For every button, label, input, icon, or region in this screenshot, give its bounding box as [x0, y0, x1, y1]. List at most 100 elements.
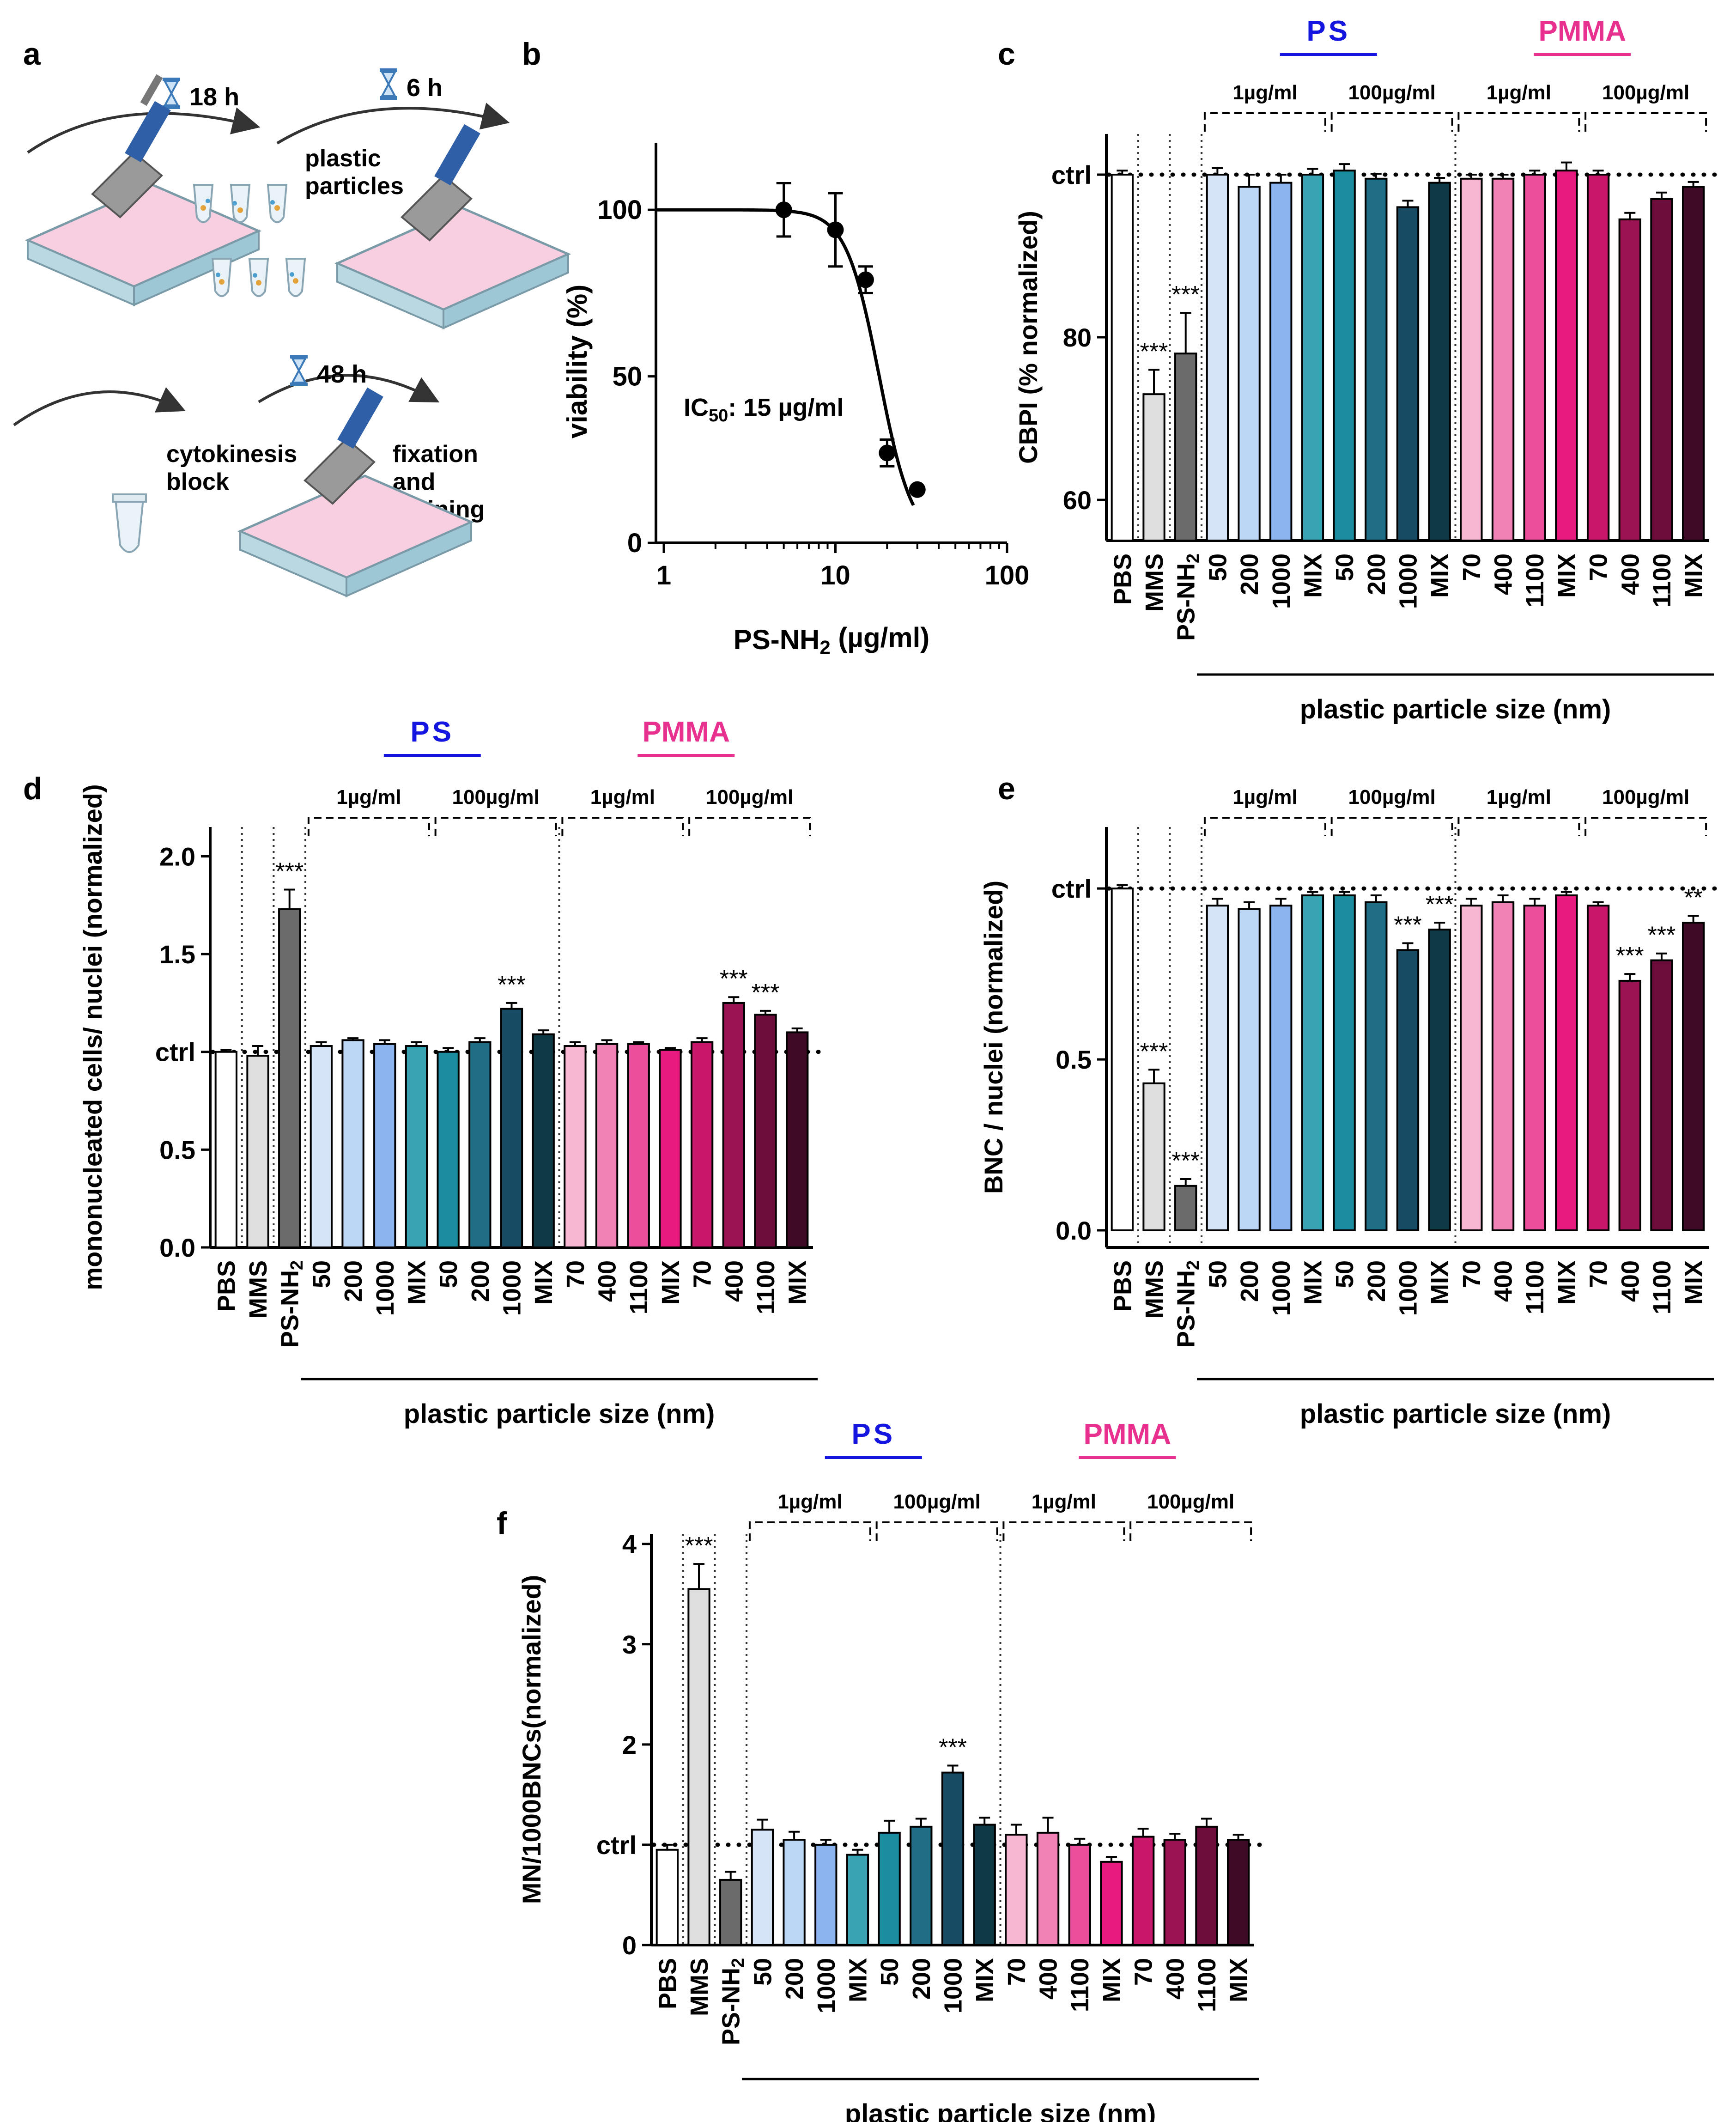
- bar: [1068, 1843, 1091, 1946]
- bar: [1111, 174, 1134, 541]
- dose-label: 100µg/ml: [706, 786, 793, 809]
- bar: [1333, 170, 1356, 541]
- y-tick-label: ctrl: [596, 1830, 637, 1860]
- dose-bracket: [307, 817, 430, 836]
- dose-bracket: [1002, 1521, 1125, 1541]
- category-label: 70: [1458, 1260, 1486, 1288]
- x-tick-label: 100: [985, 560, 1030, 590]
- category-label: 1000: [1268, 1260, 1295, 1316]
- group-label-ps: PS: [851, 1418, 895, 1450]
- dose-label: 1µg/ml: [1232, 81, 1297, 104]
- category-label: 200: [467, 1260, 494, 1302]
- significance-label: ***: [275, 858, 303, 885]
- bar: [278, 908, 301, 1248]
- x-axis-label: plastic particle size (nm): [845, 2099, 1156, 2122]
- bar: [687, 1588, 710, 1946]
- y-tick-label: 0.5: [159, 1135, 195, 1164]
- y-tick-label: 80: [1063, 323, 1092, 352]
- bar: [1523, 905, 1546, 1232]
- bar: [973, 1824, 996, 1946]
- category-label: 70: [689, 1260, 716, 1288]
- tube-icon: [112, 493, 147, 553]
- group-label-ps: PS: [1306, 15, 1350, 47]
- data-point: [857, 271, 874, 288]
- bar: [1396, 206, 1420, 541]
- category-label: 50: [435, 1260, 462, 1288]
- bar: [1036, 1831, 1060, 1946]
- bar: [1650, 959, 1673, 1232]
- category-label: MIX: [1426, 553, 1454, 598]
- category-label: MIX: [530, 1260, 558, 1305]
- category-label: MIX: [971, 1958, 999, 2002]
- category-label: 1000: [1268, 553, 1295, 609]
- arrow-step3: [13, 387, 186, 426]
- step4-time: 48 h: [317, 360, 367, 388]
- panel-b-letter: b: [522, 36, 541, 72]
- y-axis-label: BNC / nuclei (normalized): [979, 881, 1008, 1194]
- bar: [941, 1771, 965, 1946]
- bar: [595, 1043, 619, 1248]
- bar: [1269, 905, 1293, 1232]
- bar: [814, 1843, 838, 1946]
- bar: [1365, 901, 1388, 1232]
- dose-label: 1µg/ml: [777, 1490, 842, 1513]
- bar: [1301, 174, 1324, 541]
- category-label: 1000: [1395, 1260, 1422, 1316]
- bar: [1491, 177, 1515, 541]
- category-label: 1100: [1648, 1260, 1676, 1314]
- category-label: 50: [1204, 1260, 1232, 1288]
- bar: [1195, 1825, 1218, 1946]
- hourglass-icon: [163, 78, 180, 109]
- significance-label: ***: [1394, 912, 1422, 939]
- bar: [1523, 174, 1546, 541]
- bar: [878, 1831, 901, 1946]
- category-label: 50: [1331, 1260, 1359, 1288]
- y-tick-label: 1.5: [159, 940, 195, 969]
- bar: [564, 1045, 587, 1249]
- category-label: 400: [1161, 1958, 1189, 2000]
- dose-bracket: [1457, 817, 1580, 836]
- bar: [1681, 186, 1705, 541]
- data-point: [775, 201, 792, 219]
- x-axis-label: plastic particle size (nm): [1300, 694, 1611, 724]
- y-tick-label: 3: [622, 1630, 637, 1659]
- category-label: 50: [1204, 553, 1232, 581]
- bar: [373, 1043, 396, 1248]
- category-label: 400: [1616, 1260, 1644, 1302]
- category-label: 400: [720, 1260, 748, 1302]
- category-label: 70: [1130, 1958, 1158, 1986]
- x-tick-label: 1: [656, 560, 671, 590]
- dose-bracket: [748, 1521, 871, 1541]
- category-label: MIX: [1299, 1260, 1327, 1305]
- dose-label: 1µg/ml: [1232, 786, 1297, 809]
- bar: [1555, 170, 1578, 541]
- significance-label: ***: [1171, 281, 1200, 308]
- category-label: MMS: [1141, 1260, 1168, 1319]
- pipette-icon: [401, 124, 480, 242]
- bar: [310, 1045, 333, 1249]
- arrow-step1: [27, 107, 261, 154]
- arrow-step4: [258, 374, 440, 403]
- bar: [783, 1839, 806, 1946]
- dose-label: 100µg/ml: [1602, 786, 1689, 809]
- data-point: [827, 221, 844, 238]
- bar: [1206, 174, 1229, 541]
- significance-label: ***: [1140, 1038, 1168, 1065]
- category-label: MIX: [1553, 1260, 1581, 1305]
- category-label: MIX: [1299, 553, 1327, 598]
- significance-label: ***: [685, 1532, 713, 1559]
- category-label: 200: [1363, 553, 1390, 595]
- bar: [627, 1043, 650, 1248]
- category-label: 200: [1236, 1260, 1263, 1302]
- bar: [751, 1829, 774, 1946]
- y-tick-label: 100: [597, 195, 642, 225]
- group-label-pmma: PMMA: [643, 716, 730, 748]
- dose-bracket: [1584, 112, 1707, 132]
- data-point: [879, 444, 896, 462]
- data-point: [909, 481, 926, 498]
- dose-bracket: [434, 817, 557, 836]
- bar: [1460, 905, 1483, 1232]
